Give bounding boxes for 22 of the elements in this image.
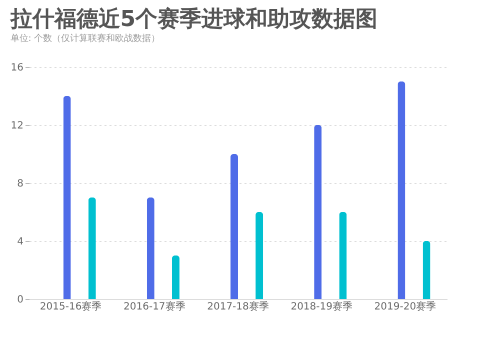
bar — [230, 154, 238, 299]
x-tick-label: 2019-20赛季 — [374, 300, 436, 312]
bar — [314, 125, 322, 299]
x-tick-label: 2015-16赛季 — [40, 300, 102, 312]
bar — [398, 82, 406, 299]
y-tick-label: 16 — [10, 62, 24, 74]
x-tick-label: 2018-19赛季 — [290, 300, 352, 312]
bar — [88, 198, 96, 299]
bar — [339, 212, 347, 299]
x-tick-label: 2016-17赛季 — [124, 300, 186, 312]
y-tick-label: 12 — [10, 120, 24, 132]
bar — [63, 96, 71, 299]
bar — [146, 198, 154, 299]
chart-subtitle: 单位: 个数（仅计算联赛和欧战数据） — [10, 33, 160, 44]
bar — [422, 241, 430, 299]
x-tick-label: 2017-18赛季 — [207, 300, 269, 312]
y-tick-label: 4 — [17, 236, 24, 248]
bar — [172, 256, 180, 299]
chart-title: 拉什福德近5个赛季进球和助攻数据图 — [9, 6, 378, 32]
y-tick-label: 0 — [17, 294, 24, 306]
y-tick-label: 8 — [17, 178, 24, 190]
bar — [256, 212, 264, 299]
